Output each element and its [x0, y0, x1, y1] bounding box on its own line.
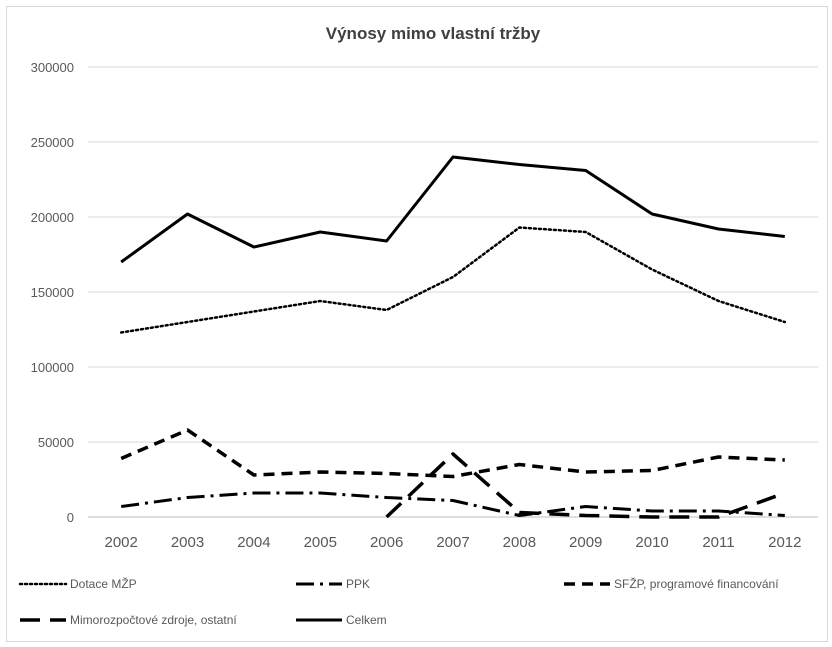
- y-tick-label: 0: [67, 510, 74, 525]
- x-tick-label: 2003: [171, 534, 204, 551]
- legend-label: Dotace MŽP: [70, 576, 137, 591]
- x-tick-label: 2012: [768, 534, 801, 551]
- y-tick-label: 100000: [31, 360, 74, 375]
- series-line-3: [385, 452, 786, 519]
- series-line-1: [120, 491, 785, 517]
- y-tick-label: 150000: [31, 285, 74, 300]
- x-tick-label: 2008: [503, 534, 536, 551]
- x-tick-label: 2004: [237, 534, 270, 551]
- chart-frame: [6, 6, 828, 642]
- series-lines: [119, 155, 787, 519]
- y-tick-label: 300000: [31, 60, 74, 75]
- legend-label: PPK: [346, 577, 370, 591]
- y-tick-label: 50000: [38, 435, 74, 450]
- x-tick-label: 2011: [702, 534, 734, 551]
- y-axis-ticks: 0 50000 100000 150000 200000 250000 300000: [31, 60, 74, 525]
- x-tick-label: 2005: [304, 534, 337, 551]
- x-tick-label: 2006: [370, 534, 403, 551]
- x-tick-label: 2009: [569, 534, 602, 551]
- x-tick-label: 2002: [104, 534, 137, 551]
- x-tick-label: 2010: [635, 534, 668, 551]
- gridlines: [88, 66, 818, 518]
- legend-label: Mimorozpočtové zdroje, ostatní: [70, 613, 237, 627]
- series-line-0: [119, 226, 787, 334]
- chart-title: Výnosy mimo vlastní tržby: [326, 24, 541, 43]
- legend-label: Celkem: [346, 613, 387, 627]
- x-axis-ticks: 2002 2003 2004 2005 2006 2007 2008 2009 2010 2011…: [104, 534, 801, 551]
- y-tick-label: 200000: [31, 210, 74, 225]
- y-tick-label: 250000: [31, 135, 74, 150]
- x-tick-label: 2007: [436, 534, 469, 551]
- legend-label: SFŽP, programové financování: [614, 576, 779, 591]
- series-line-4: [120, 155, 785, 264]
- legend: Dotace MŽP PPK SFŽP, programové financován…: [18, 576, 779, 627]
- series-line-2: [120, 428, 785, 479]
